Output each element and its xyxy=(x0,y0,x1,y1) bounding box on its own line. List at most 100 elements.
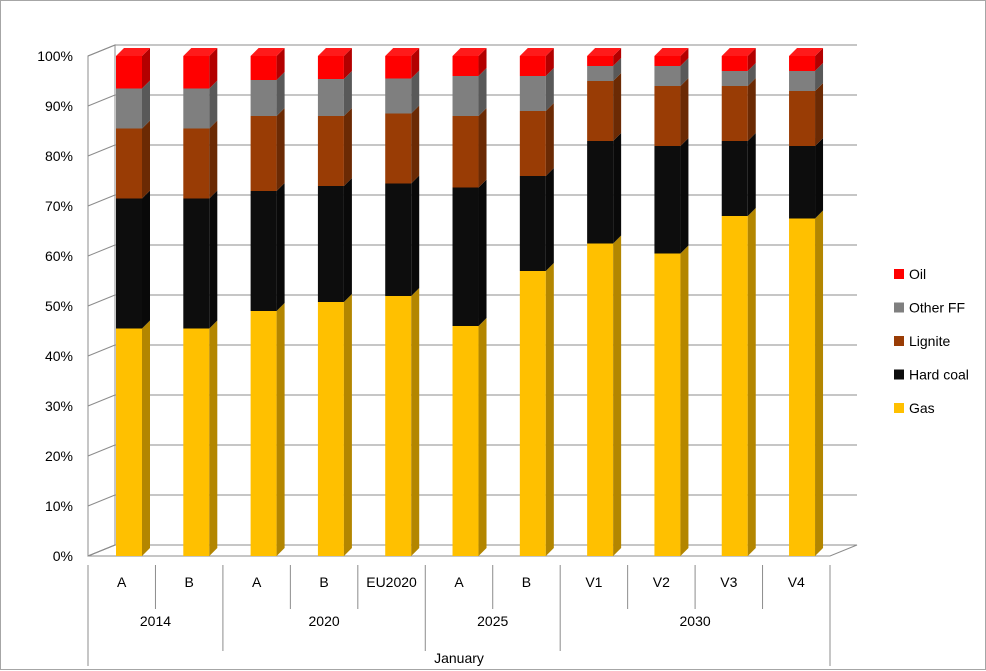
legend-swatch-lignite xyxy=(894,336,904,346)
bar-side xyxy=(142,320,150,556)
bar-side xyxy=(276,108,285,191)
bar-side xyxy=(680,138,689,254)
bar-side xyxy=(545,68,554,111)
bar-front xyxy=(654,56,681,66)
y-tick-label: 60% xyxy=(45,248,73,264)
bar-side xyxy=(545,48,554,76)
bar-front xyxy=(317,116,344,186)
bar-segment-lignite xyxy=(654,78,689,146)
bar-side xyxy=(343,178,352,302)
bar-segment-hard-coal xyxy=(250,183,285,311)
bar-front xyxy=(721,216,748,556)
bar-front xyxy=(116,56,142,89)
bar-side xyxy=(209,120,218,199)
bar-front xyxy=(250,191,277,311)
x-tick-label: V3 xyxy=(720,574,737,590)
bar-segment-hard-coal xyxy=(587,133,622,244)
bar-front xyxy=(519,111,546,176)
bar-segment-gas xyxy=(452,318,487,556)
legend-swatch-gas xyxy=(894,403,904,413)
bar-side xyxy=(343,71,352,116)
gridline-side xyxy=(87,544,116,557)
bar-front xyxy=(385,113,412,184)
bar-front xyxy=(452,76,479,116)
bar-segment-lignite xyxy=(385,105,420,184)
bar-front xyxy=(789,71,816,91)
gridline-side xyxy=(87,144,116,157)
bar-front xyxy=(385,183,412,296)
bar-segment-other-ff xyxy=(587,58,622,81)
legend: Oil Other FF Lignite Hard coal Gas xyxy=(894,266,969,416)
bar-segment-oil xyxy=(116,48,150,89)
bar-segment-other-ff xyxy=(452,68,487,116)
bar-segment-gas xyxy=(317,294,352,556)
bar-side xyxy=(815,138,824,219)
bar-side xyxy=(276,48,285,80)
bar-side xyxy=(613,73,622,141)
bar-top xyxy=(385,48,420,56)
x-tick-label: EU2020 xyxy=(366,574,417,590)
bars xyxy=(116,48,824,556)
bar-side xyxy=(411,105,420,184)
bar-side xyxy=(411,288,420,556)
bar-front xyxy=(317,302,344,556)
bar-segment-lignite xyxy=(452,108,487,188)
bar-side xyxy=(343,108,352,186)
bar-front xyxy=(721,86,748,141)
bar-segment-other-ff xyxy=(250,72,285,116)
x-tick-label: B xyxy=(185,574,194,590)
bar-segment-oil xyxy=(519,48,554,76)
bar-top xyxy=(250,48,285,56)
bar-side xyxy=(545,103,554,176)
legend-label: Other FF xyxy=(909,300,965,316)
bar-side xyxy=(343,48,352,79)
bar-segment-other-ff xyxy=(519,68,554,111)
bar-side xyxy=(209,320,218,556)
bar-front xyxy=(183,328,210,556)
x-tick-label: A xyxy=(252,574,262,590)
x-group-label: 2025 xyxy=(477,613,508,629)
bar-side xyxy=(747,78,756,141)
bar-side xyxy=(815,63,824,91)
bar-side xyxy=(142,120,150,199)
bar-segment-lignite xyxy=(789,83,824,146)
bar-segment-other-ff xyxy=(721,63,756,86)
legend-swatch-oil xyxy=(894,269,904,279)
bar-segment-other-ff xyxy=(116,80,150,129)
bar-segment-hard-coal xyxy=(519,168,554,271)
bar-side xyxy=(209,190,218,329)
bar-side xyxy=(276,72,285,116)
bar-segment-hard-coal xyxy=(452,179,487,326)
bar-segment-lignite xyxy=(116,120,150,199)
bar-side xyxy=(545,263,554,556)
bar-side xyxy=(142,190,150,329)
bar-side xyxy=(747,48,756,71)
bar-top xyxy=(789,48,824,56)
bar-side xyxy=(680,48,689,66)
x-group-label: 2030 xyxy=(680,613,711,629)
bar-segment-hard-coal xyxy=(654,138,689,254)
bar-front xyxy=(789,91,816,146)
gridline-side xyxy=(87,394,116,407)
bar-front xyxy=(789,218,816,556)
y-tick-label: 80% xyxy=(45,148,73,164)
bar-side xyxy=(815,83,824,146)
x-group-label: 2014 xyxy=(140,613,171,629)
bar-front xyxy=(587,56,614,66)
bar-side xyxy=(680,58,689,86)
bar-front xyxy=(587,81,614,141)
bar-segment-gas xyxy=(183,320,218,556)
bar-side xyxy=(613,58,622,81)
bar-side xyxy=(613,133,622,244)
gridline-side xyxy=(87,244,116,257)
bar-segment-oil xyxy=(385,48,420,79)
bar-segment-oil xyxy=(250,48,285,80)
x-tick-label: B xyxy=(319,574,328,590)
bar-segment-other-ff xyxy=(317,71,352,116)
bar-side xyxy=(343,294,352,556)
bar-front xyxy=(116,198,142,329)
bar-segment-gas xyxy=(721,208,756,556)
bar-segment-oil xyxy=(317,48,352,79)
bar-segment-oil xyxy=(183,48,218,89)
y-tick-label: 100% xyxy=(37,48,73,64)
